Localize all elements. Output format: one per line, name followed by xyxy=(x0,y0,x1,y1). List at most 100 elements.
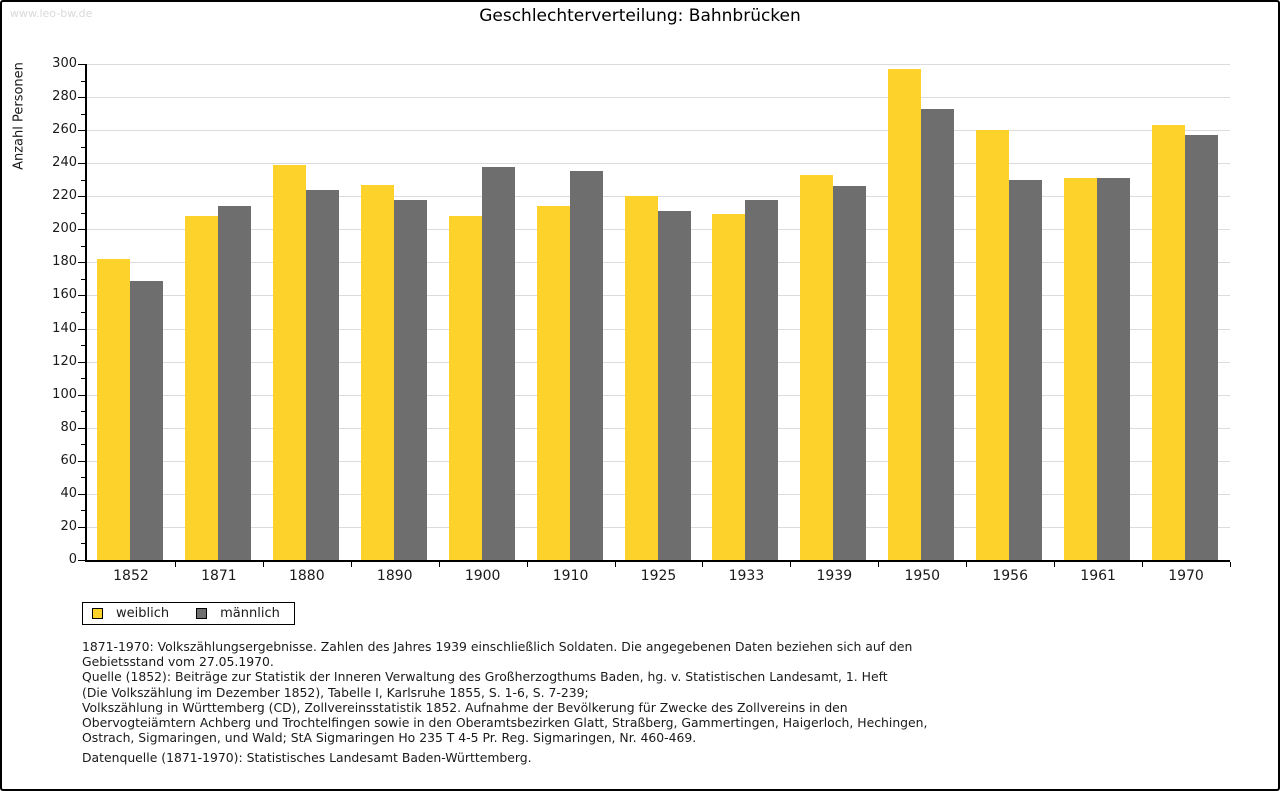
y-tick-label-100: 100 xyxy=(52,386,77,402)
y-minor-tick-90 xyxy=(81,411,85,413)
y-minor-tick-230 xyxy=(81,179,85,181)
y-tick-label-80: 80 xyxy=(60,419,77,435)
bar-männlich-1871 xyxy=(217,206,251,560)
gridline-240 xyxy=(87,163,1230,165)
x-tick-label-1961: 1961 xyxy=(1080,568,1116,584)
y-minor-tick-70 xyxy=(81,444,85,446)
bar-weiblich-1871 xyxy=(184,216,218,560)
x-tick-label-1933: 1933 xyxy=(728,568,765,584)
y-tick-260 xyxy=(78,130,85,132)
bar-weiblich-1939 xyxy=(800,174,834,560)
y-tick-60 xyxy=(78,460,85,462)
watermark: www.leo-bw.de xyxy=(10,7,93,20)
bar-männlich-1910 xyxy=(569,171,603,560)
y-minor-tick-110 xyxy=(81,378,85,380)
x-axis-tick-1933 xyxy=(790,562,792,567)
y-tick-160 xyxy=(78,295,85,297)
y-tick-label-280: 280 xyxy=(52,89,77,105)
y-tick-label-180: 180 xyxy=(52,254,77,270)
y-tick-0 xyxy=(78,560,85,561)
footnote-line-5: Volkszählung in Württemberg (CD), Zollve… xyxy=(82,699,848,715)
bar-weiblich-1950 xyxy=(888,68,922,560)
bar-männlich-1939 xyxy=(833,186,867,560)
y-tick-280 xyxy=(78,97,85,99)
x-tick-label-1910: 1910 xyxy=(552,568,589,584)
footnote-line-3: Quelle (1852): Beiträge zur Statistik de… xyxy=(82,669,888,685)
y-minor-tick-150 xyxy=(81,312,85,313)
footnote-line-2: Gebietsstand vom 27.05.1970. xyxy=(82,654,274,670)
x-axis-tick-1925 xyxy=(702,562,704,567)
y-minor-tick-170 xyxy=(81,278,85,280)
footnote-line-1: 1871-1970: Volkszählungsergebnisse. Zahl… xyxy=(82,639,913,654)
footnotes: 1871-1970: Volkszählungsergebnisse. Zahl… xyxy=(82,639,927,766)
y-tick-label-0: 0 xyxy=(68,552,77,567)
footnote-line-6: Obervogteiämtern Achberg und Trochtelfin… xyxy=(82,715,928,731)
plot-area: 0 20 40 60 80 100 120 140 160 180 200 220 240 260 280 3… xyxy=(52,56,1231,584)
y-minor-tick-290 xyxy=(81,80,85,82)
x-axis-tick-1970 xyxy=(1230,562,1231,567)
gridline-300 xyxy=(87,64,1230,65)
y-tick-300 xyxy=(78,64,85,65)
bar-weiblich-1852 xyxy=(97,259,130,560)
y-tick-220 xyxy=(78,196,85,198)
x-tick-label-1890: 1890 xyxy=(376,568,413,584)
bar-weiblich-1970 xyxy=(1152,125,1186,560)
x-axis-tick-1871 xyxy=(262,562,264,567)
y-tick-label-220: 220 xyxy=(52,188,77,204)
y-tick-40 xyxy=(78,493,85,495)
footnote-line-7: Ostrach, Sigmaringen, und Wald; StA Sigm… xyxy=(82,730,697,746)
y-tick-label-260: 260 xyxy=(52,122,77,138)
y-tick-100 xyxy=(78,394,85,396)
bar-weiblich-1933 xyxy=(712,214,746,560)
x-axis-tick-1910 xyxy=(614,562,616,567)
y-tick-180 xyxy=(78,262,85,264)
bar-männlich-1880 xyxy=(305,189,339,560)
x-axis-tick-1890 xyxy=(438,562,440,567)
footnote-line-4: (Die Volkszählung im Dezember 1852), Tab… xyxy=(82,684,589,700)
y-minor-tick-250 xyxy=(81,146,85,148)
y-tick-80 xyxy=(78,427,85,429)
x-axis-tick-1939 xyxy=(878,562,880,567)
x-tick-label-1956: 1956 xyxy=(992,568,1028,584)
gridline-280 xyxy=(87,97,1230,99)
y-tick-label-120: 120 xyxy=(52,353,77,369)
bar-weiblich-1956 xyxy=(976,130,1010,560)
y-tick-label-140: 140 xyxy=(52,320,77,336)
bar-männlich-1956 xyxy=(1009,179,1043,560)
datasource-line: Datenquelle (1871-1970): Statistisches L… xyxy=(82,750,532,766)
y-minor-tick-30 xyxy=(81,510,85,512)
y-tick-label-240: 240 xyxy=(52,155,77,171)
bar-männlich-1950 xyxy=(921,108,955,560)
x-axis-tick-1880 xyxy=(350,562,352,567)
bar-männlich-1925 xyxy=(657,211,691,560)
x-axis-tick-1961 xyxy=(1142,562,1144,567)
legend-item-männlich: männlich xyxy=(196,606,280,621)
gridline-260 xyxy=(87,130,1230,132)
bar-männlich-1933 xyxy=(745,199,779,560)
y-minor-tick-50 xyxy=(81,477,85,479)
bar-männlich-1961 xyxy=(1097,178,1131,560)
y-tick-label-300: 300 xyxy=(52,56,77,71)
x-tick-label-1880: 1880 xyxy=(288,568,325,584)
legend-label-männlich: männlich xyxy=(220,606,280,621)
x-axis-tick-1900 xyxy=(526,562,528,567)
legend: weiblich männlich xyxy=(82,602,295,625)
footnote-block: 1871-1970: Volkszählungsergebnisse. Zahl… xyxy=(82,639,927,745)
y-tick-label-160: 160 xyxy=(52,287,77,303)
bar-weiblich-1925 xyxy=(624,196,658,560)
y-tick-label-60: 60 xyxy=(60,452,77,468)
y-tick-20 xyxy=(78,526,85,528)
x-axis-tick-1852 xyxy=(174,562,176,567)
x-tick-label-1900: 1900 xyxy=(464,568,501,584)
x-axis-tick-1950 xyxy=(966,562,968,567)
y-tick-label-200: 200 xyxy=(52,221,77,237)
y-minor-tick-10 xyxy=(81,543,85,545)
y-minor-tick-270 xyxy=(81,113,85,115)
x-tick-label-1925: 1925 xyxy=(640,568,677,584)
y-tick-200 xyxy=(78,229,85,231)
bar-weiblich-1900 xyxy=(448,216,482,560)
x-tick-label-1852: 1852 xyxy=(113,568,149,584)
legend-swatch-weiblich xyxy=(92,608,103,619)
x-tick-label-1871: 1871 xyxy=(201,568,237,584)
